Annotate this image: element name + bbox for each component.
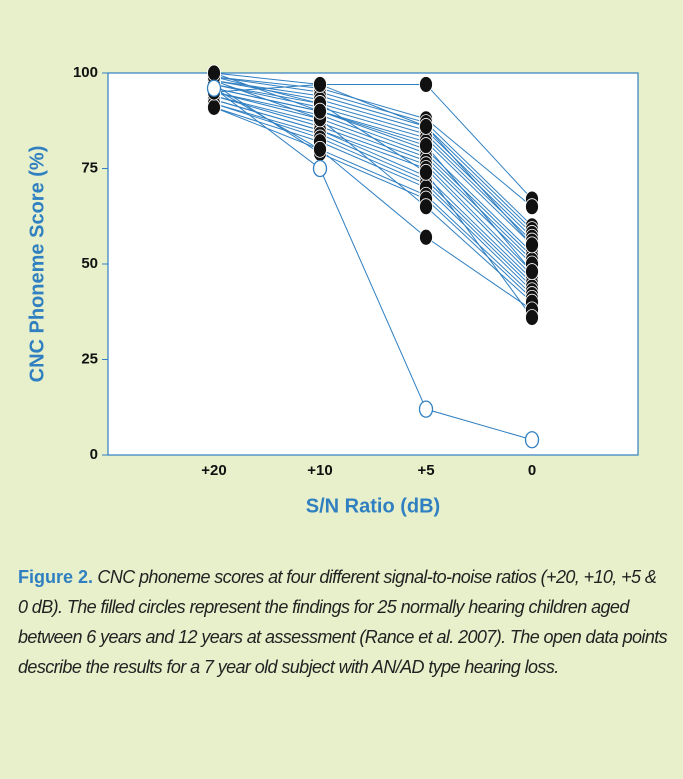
filled-marker — [419, 163, 433, 181]
y-tick-label: 25 — [81, 350, 98, 367]
series-line — [213, 106, 533, 292]
series-line — [213, 76, 533, 318]
series-line — [213, 99, 533, 280]
open-marker — [524, 431, 540, 449]
series-line — [213, 83, 533, 246]
filled-marker — [419, 228, 433, 246]
x-tick-label: +10 — [307, 462, 332, 479]
series-line — [213, 103, 533, 288]
series-line — [213, 83, 533, 242]
x-tick-label: +5 — [417, 462, 434, 479]
open-marker — [312, 159, 328, 178]
filled-marker — [207, 98, 221, 116]
plot-area — [107, 72, 639, 456]
caption-text: CNC phoneme scores at four different sig… — [18, 567, 668, 677]
open-marker — [418, 400, 434, 418]
series-line — [213, 72, 533, 272]
caption-label: Figure 2. — [18, 567, 94, 587]
series-line — [213, 95, 533, 265]
y-tick-label: 75 — [81, 159, 98, 176]
y-tick-label: 50 — [81, 255, 98, 272]
filled-marker — [525, 198, 539, 216]
filled-marker — [419, 76, 433, 93]
filled-marker — [419, 198, 433, 216]
filled-marker — [207, 64, 221, 82]
filled-marker — [419, 137, 433, 154]
open-marker — [206, 79, 222, 97]
series-line — [213, 76, 533, 227]
y-tick-label: 0 — [90, 446, 98, 463]
filled-marker — [525, 263, 539, 281]
series-line — [213, 91, 533, 257]
filled-marker — [313, 76, 327, 93]
series-line — [213, 87, 533, 441]
x-tick-label: 0 — [528, 462, 536, 479]
filled-marker — [313, 102, 327, 120]
x-axis-title: S/N Ratio (dB) — [306, 495, 440, 517]
y-tick-label: 100 — [73, 64, 98, 81]
filled-marker — [419, 118, 433, 135]
x-tick-label: +20 — [201, 462, 226, 479]
series-line — [213, 72, 533, 200]
chart: CNC Phoneme Score (%) S/N Ratio (dB) 0 25… — [26, 64, 639, 517]
series-line — [213, 95, 533, 272]
filled-marker — [525, 236, 539, 254]
y-axis-title: CNC Phoneme Score (%) — [26, 146, 48, 383]
filled-marker — [525, 309, 539, 326]
caption: Figure 2. CNC phoneme scores at four dif… — [18, 562, 668, 682]
series-line — [213, 87, 533, 311]
filled-marker — [313, 140, 327, 158]
series-line — [213, 80, 533, 303]
series-line — [213, 76, 533, 208]
